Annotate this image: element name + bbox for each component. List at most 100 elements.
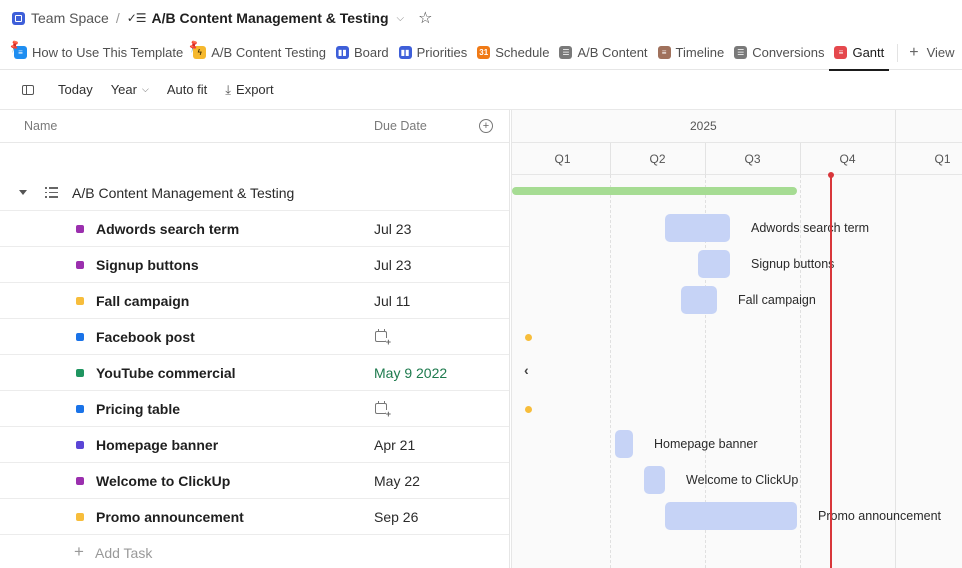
- scale-dropdown[interactable]: Year ⌵: [102, 76, 158, 104]
- gantt-icon: ≡: [834, 46, 848, 59]
- sidebar-icon: [22, 84, 34, 95]
- today-button[interactable]: Today: [49, 76, 102, 104]
- tab-gantt[interactable]: ≡ Gantt: [829, 36, 890, 71]
- status-indicator[interactable]: [76, 333, 84, 341]
- doc-icon: 📌 ≡: [7, 39, 27, 59]
- star-icon[interactable]: ☆: [418, 10, 433, 27]
- table-row[interactable]: Promo announcement Sep 26: [0, 499, 509, 535]
- add-task-button[interactable]: + Add Task: [0, 535, 509, 568]
- tab-timeline[interactable]: ≡ Timeline: [653, 36, 730, 70]
- quarter-divider: [610, 143, 611, 175]
- table-row[interactable]: Fall campaign Jul 11: [0, 283, 509, 319]
- table-row[interactable]: Adwords search term Jul 23: [0, 211, 509, 247]
- task-name[interactable]: Homepage banner: [96, 437, 219, 453]
- breadcrumb-space[interactable]: Team Space: [31, 10, 109, 26]
- due-date[interactable]: Jul 23: [374, 257, 412, 273]
- tab-conversions[interactable]: ☰ Conversions: [729, 36, 829, 70]
- task-name[interactable]: Fall campaign: [96, 293, 190, 309]
- tab-how-to-use[interactable]: 📌 ≡ How to Use This Template: [7, 36, 188, 70]
- add-task-label: Add Task: [95, 545, 153, 561]
- task-table: Name Due Date + A/B Content Management &…: [0, 110, 510, 568]
- calendar-add-icon[interactable]: [375, 401, 391, 419]
- task-bar-adwords[interactable]: [665, 214, 730, 242]
- status-indicator[interactable]: [76, 477, 84, 485]
- export-label: Export: [236, 82, 274, 97]
- task-name[interactable]: Pricing table: [96, 401, 181, 417]
- whiteboard-icon: 📌 ϟ: [186, 39, 207, 59]
- task-name[interactable]: YouTube commercial: [96, 365, 236, 381]
- page-title[interactable]: A/B Content Management & Testing: [151, 10, 389, 26]
- task-name[interactable]: Signup buttons: [96, 257, 199, 273]
- table-row[interactable]: Facebook post: [0, 319, 509, 355]
- add-view-button[interactable]: + View: [904, 36, 959, 70]
- bar-label: Fall campaign: [738, 293, 816, 307]
- task-bar-welcome[interactable]: [644, 466, 665, 494]
- table-row[interactable]: Pricing table: [0, 391, 509, 427]
- quarter-label: Q1: [934, 152, 951, 166]
- status-indicator[interactable]: [76, 225, 84, 233]
- task-bar-signup[interactable]: [698, 250, 730, 278]
- tab-ab-content-testing[interactable]: 📌 ϟ A/B Content Testing: [186, 36, 331, 70]
- task-name[interactable]: Welcome to ClickUp: [96, 473, 231, 489]
- quarter-divider: [705, 143, 706, 175]
- gridline: [800, 175, 801, 568]
- tab-label: Conversions: [752, 45, 825, 60]
- status-indicator[interactable]: [76, 441, 84, 449]
- status-indicator[interactable]: [76, 405, 84, 413]
- add-view-label: View: [926, 45, 955, 60]
- gridline: [895, 175, 896, 568]
- milestone-facebook-post[interactable]: [525, 334, 532, 341]
- tab-schedule[interactable]: 31 Schedule: [472, 36, 554, 70]
- add-column-icon[interactable]: +: [479, 119, 493, 133]
- table-row[interactable]: Signup buttons Jul 23: [0, 247, 509, 283]
- auto-fit-button[interactable]: Auto fit: [158, 76, 216, 104]
- group-progress-bar[interactable]: [512, 187, 797, 195]
- due-date[interactable]: May 22: [374, 473, 420, 489]
- table-row[interactable]: Welcome to ClickUp May 22: [0, 463, 509, 499]
- status-indicator[interactable]: [76, 261, 84, 269]
- milestone-pricing-table[interactable]: [525, 406, 532, 413]
- tab-priorities[interactable]: ▮▮ Priorities: [394, 36, 473, 70]
- task-name[interactable]: Adwords search term: [96, 221, 240, 237]
- task-name[interactable]: Facebook post: [96, 329, 195, 345]
- pin-icon: 📌: [186, 38, 201, 54]
- timeline-icon: ≡: [657, 46, 671, 59]
- chevron-down-icon: ⌵: [141, 84, 149, 94]
- tab-label: A/B Content: [577, 45, 648, 60]
- gridline: [610, 175, 611, 568]
- chevron-down-icon[interactable]: ⌵: [396, 12, 405, 24]
- due-date[interactable]: Sep 26: [374, 509, 419, 525]
- table-row[interactable]: YouTube commercial May 9 2022: [0, 355, 509, 391]
- calendar-add-icon[interactable]: [375, 329, 391, 347]
- space-icon: [12, 11, 25, 25]
- group-row[interactable]: A/B Content Management & Testing: [0, 175, 509, 211]
- bar-label: Promo announcement: [818, 509, 941, 523]
- column-header-due-date[interactable]: Due Date: [374, 119, 427, 133]
- task-bar-fall-campaign[interactable]: [681, 286, 717, 314]
- quarter-label: Q2: [649, 152, 666, 166]
- sidebar-toggle-button[interactable]: [13, 76, 49, 104]
- due-date[interactable]: Jul 11: [374, 293, 411, 309]
- due-date[interactable]: Apr 21: [374, 437, 416, 453]
- export-button[interactable]: ⤓ Export: [216, 76, 282, 104]
- bar-label: Homepage banner: [654, 437, 758, 451]
- status-indicator[interactable]: [76, 513, 84, 521]
- quarter-divider: [895, 143, 896, 175]
- quarter-label: Q3: [744, 152, 761, 166]
- task-bar-promo[interactable]: [665, 502, 797, 530]
- tab-label: How to Use This Template: [32, 45, 184, 60]
- table-row[interactable]: Homepage banner Apr 21: [0, 427, 509, 463]
- due-date[interactable]: May 9 2022: [374, 365, 448, 381]
- tab-ab-content[interactable]: ☰ A/B Content: [554, 36, 652, 70]
- task-name[interactable]: Promo announcement: [96, 509, 244, 525]
- due-date[interactable]: Jul 23: [374, 221, 412, 237]
- pin-icon: 📌: [7, 38, 22, 54]
- gantt-year-header: 2025: [512, 110, 962, 143]
- status-indicator[interactable]: [76, 297, 84, 305]
- task-bar-homepage-banner[interactable]: [615, 430, 633, 458]
- chevron-left-icon[interactable]: ‹: [524, 362, 529, 378]
- status-indicator[interactable]: [76, 369, 84, 377]
- column-header-name[interactable]: Name: [24, 119, 58, 133]
- tab-board[interactable]: ▮▮ Board: [331, 36, 394, 70]
- caret-down-icon[interactable]: [19, 190, 27, 195]
